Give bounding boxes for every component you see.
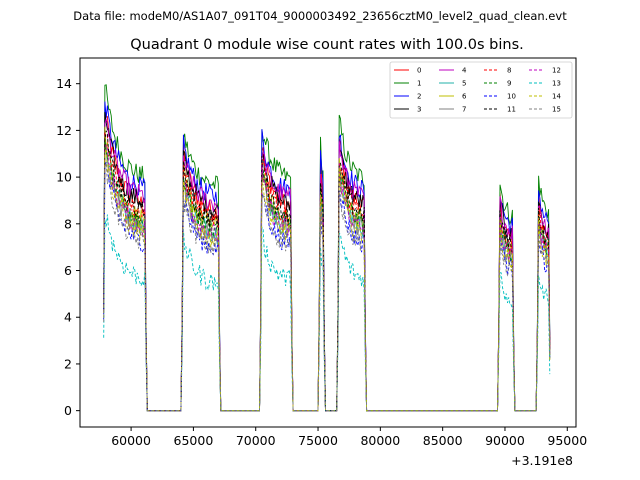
legend-label-7: 7 [462,106,466,114]
legend-label-13: 13 [552,80,561,88]
series-line-8 [103,132,551,412]
series-line-6 [103,126,551,412]
chart-title: Quadrant 0 module wise count rates with … [130,37,524,53]
series-line-9 [103,138,551,412]
axes: 60000 65000 70000 75000 80000 85000 90000 95000… [56,57,587,448]
series-line-10 [103,161,551,412]
series-line-1 [103,84,551,412]
legend-label-9: 9 [507,80,511,88]
y-tick-label: 10 [56,170,72,185]
series-line-14 [103,148,551,412]
legend-label-14: 14 [552,93,561,101]
legend-box [389,61,573,119]
legend-label-1: 1 [417,80,421,88]
legend-label-11: 11 [507,106,516,114]
legend-label-3: 3 [417,106,421,114]
series-line-15 [103,162,551,412]
x-tick-label: 80000 [360,433,400,448]
series-line-5 [103,135,551,412]
x-tick-label: 90000 [485,433,525,448]
series-line-12 [103,143,551,412]
series-line-11 [103,130,551,412]
y-tick-label: 14 [56,76,72,91]
series-line-4 [103,117,551,412]
y-tick-label: 4 [64,310,72,325]
x-tick-label: 75000 [298,433,338,448]
y-tick-label: 0 [64,403,72,418]
x-axis-offset-label: +3.191e8 [511,453,573,468]
x-tick-label: 70000 [236,433,276,448]
y-tick-label: 6 [64,263,72,278]
series-line-3 [103,112,551,412]
legend-label-0: 0 [417,67,421,75]
legend-label-15: 15 [552,106,561,114]
axes-frame [79,57,577,428]
legend-label-5: 5 [462,80,466,88]
legend-label-6: 6 [462,93,467,101]
y-tick-label: 2 [64,356,72,371]
y-tick-label: 12 [56,123,72,138]
legend-label-12: 12 [552,67,561,75]
series-line-0 [103,112,551,412]
series-line-2 [103,101,551,412]
x-tick-label: 85000 [423,433,463,448]
series-line-13 [103,214,551,412]
legend-label-8: 8 [507,67,511,75]
x-tick-label: 65000 [174,433,214,448]
y-tick-label: 8 [64,216,72,231]
series-line-7 [103,144,551,412]
plot-area [103,84,551,412]
x-tick-label: 95000 [547,433,587,448]
chart-suptitle: Data file: modeM0/AS1A07_091T04_90000034… [73,9,567,23]
legend-label-2: 2 [417,93,421,101]
x-tick-label: 60000 [111,433,151,448]
legend-label-4: 4 [462,67,467,75]
legend-label-10: 10 [507,93,516,101]
